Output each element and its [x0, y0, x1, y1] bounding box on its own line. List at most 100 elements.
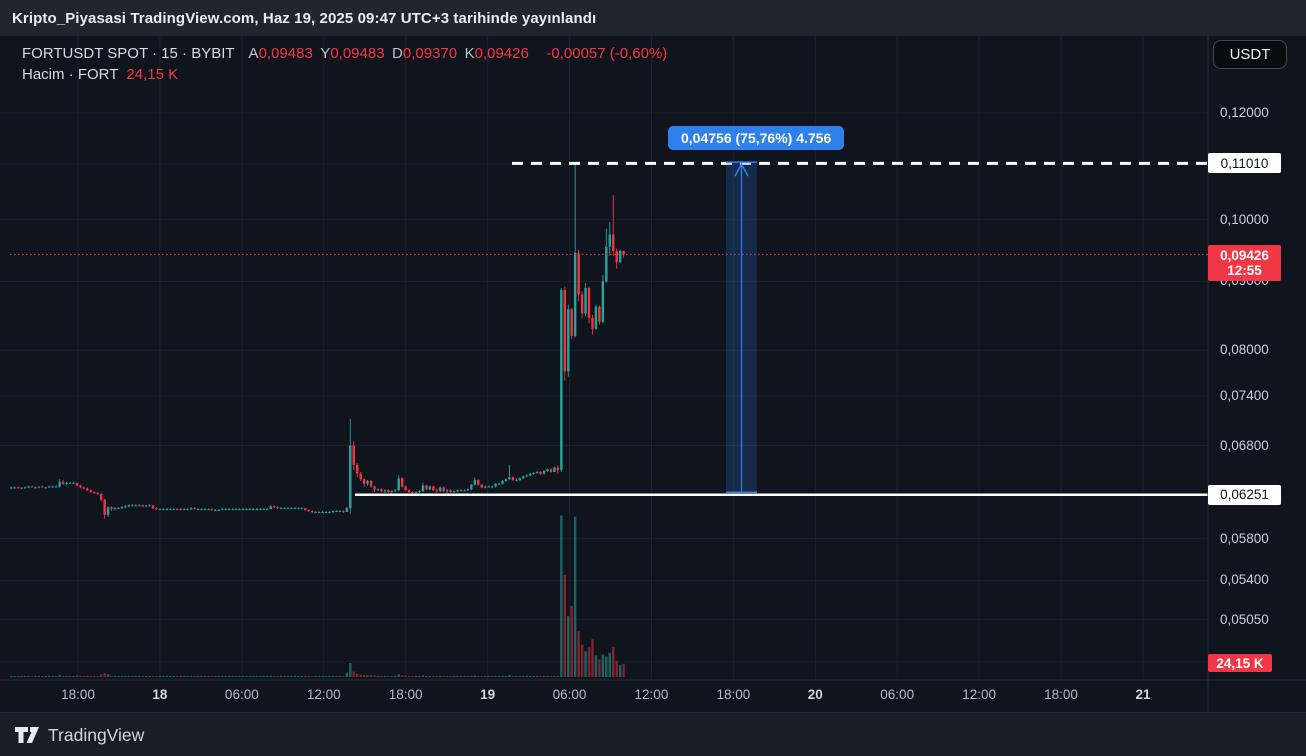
- candle-body: [622, 250, 625, 255]
- measure-tool-label[interactable]: 0,04756 (75,76%) 4.756: [668, 126, 845, 150]
- candle-body: [269, 506, 272, 510]
- volume-bar: [567, 616, 570, 677]
- volume-bar: [532, 676, 535, 677]
- currency-toggle-label: USDT: [1229, 46, 1271, 63]
- volume-bar: [231, 676, 234, 677]
- volume-bar: [183, 676, 186, 677]
- candle-body: [400, 478, 404, 487]
- volume-bar: [141, 676, 144, 677]
- candle-body: [158, 509, 162, 511]
- volume-bar: [352, 671, 355, 677]
- candle-body: [241, 509, 245, 511]
- volume-bar: [196, 676, 200, 677]
- volume-bar: [511, 676, 515, 677]
- candle-body: [34, 487, 37, 489]
- candle-body: [127, 505, 131, 507]
- volume-bar: [328, 676, 331, 677]
- price-tick-label: 0,12000: [1220, 105, 1269, 120]
- candle-body: [349, 445, 352, 509]
- candle-body: [480, 484, 483, 488]
- volume-bar: [494, 676, 497, 677]
- candle-body: [20, 487, 23, 489]
- level-price-label: 0,06251: [1208, 484, 1281, 505]
- volume-bar: [89, 675, 92, 677]
- candle-body: [217, 510, 220, 512]
- volume-bar: [234, 676, 238, 677]
- tradingview-logo-icon[interactable]: [14, 726, 40, 744]
- candle-body: [518, 478, 522, 481]
- volume-bar: [245, 676, 248, 677]
- candle-body: [439, 487, 442, 492]
- volume-bar: [134, 676, 137, 677]
- volume-bar: [390, 676, 393, 677]
- candle-body: [30, 486, 34, 488]
- volume-bar: [501, 676, 504, 677]
- time-tick-label: 18:00: [61, 687, 95, 702]
- candle-body: [456, 490, 459, 492]
- candle-body: [68, 482, 72, 484]
- candle-body: [345, 508, 349, 512]
- candle-body: [183, 509, 186, 511]
- volume-bar: [96, 675, 99, 677]
- candle-body: [435, 490, 438, 492]
- candle-body: [131, 505, 134, 507]
- volume-bar: [473, 675, 477, 677]
- candle-body: [477, 480, 480, 485]
- candle-body: [432, 486, 435, 491]
- candle-body: [248, 509, 252, 511]
- candle-body: [186, 509, 189, 511]
- volume-bar: [113, 676, 117, 677]
- candle-body: [418, 491, 421, 493]
- time-tick-label: 18:00: [716, 687, 751, 702]
- watermark-text[interactable]: TradingView: [48, 724, 145, 745]
- volume-bar: [110, 675, 113, 677]
- candle-body: [106, 507, 110, 515]
- candle-body: [452, 491, 456, 493]
- price-tick-label: 0,10000: [1220, 211, 1269, 227]
- volume-bar: [13, 676, 16, 677]
- volume-bar: [203, 676, 207, 677]
- volume-bar: [466, 676, 470, 677]
- volume-legend[interactable]: Hacim · FORT 24,15 K: [22, 66, 178, 83]
- currency-toggle-button[interactable]: USDT: [1213, 40, 1287, 69]
- candle-body: [356, 464, 359, 474]
- volume-bar: [522, 676, 525, 677]
- candle-body: [404, 486, 407, 491]
- ohlc-value: 0,09370: [402, 45, 465, 62]
- candle-body: [238, 509, 241, 511]
- candle-body: [200, 509, 203, 511]
- volume-bar: [442, 675, 445, 677]
- candle-body: [224, 509, 227, 511]
- volume-bar: [207, 676, 210, 677]
- symbol-legend[interactable]: FORTUSDT SPOT · 15 · BYBIT A0,09483 Y0,09…: [22, 45, 667, 62]
- candle-body: [48, 486, 51, 488]
- candle-body: [546, 469, 549, 472]
- volume-bar: [79, 675, 82, 677]
- volume-bar: [283, 676, 286, 677]
- candle-body: [605, 246, 608, 282]
- volume-bar: [86, 675, 89, 677]
- candle-body: [362, 479, 366, 484]
- candle-body: [266, 509, 269, 511]
- time-tick-label: 06:00: [880, 687, 915, 702]
- candle-body: [58, 481, 61, 487]
- volume-bar: [41, 676, 44, 677]
- candle-body: [311, 511, 314, 513]
- volume-bar: [34, 676, 37, 677]
- ohlc-key: Y: [320, 45, 331, 62]
- volume-bar: [622, 664, 625, 677]
- price-tick-label: 0,07400: [1220, 388, 1269, 403]
- volume-bar: [335, 676, 338, 677]
- candle-body: [93, 492, 96, 494]
- candle-body: [369, 481, 373, 487]
- volume-bar: [68, 676, 72, 677]
- volume-bar: [286, 676, 290, 677]
- candle-body: [366, 481, 369, 484]
- candle-body: [567, 309, 570, 372]
- volume-bar: [383, 676, 387, 677]
- volume-bar: [598, 659, 601, 677]
- volume-bar: [30, 676, 34, 677]
- volume-bar: [553, 676, 556, 677]
- volume-bar: [487, 676, 490, 677]
